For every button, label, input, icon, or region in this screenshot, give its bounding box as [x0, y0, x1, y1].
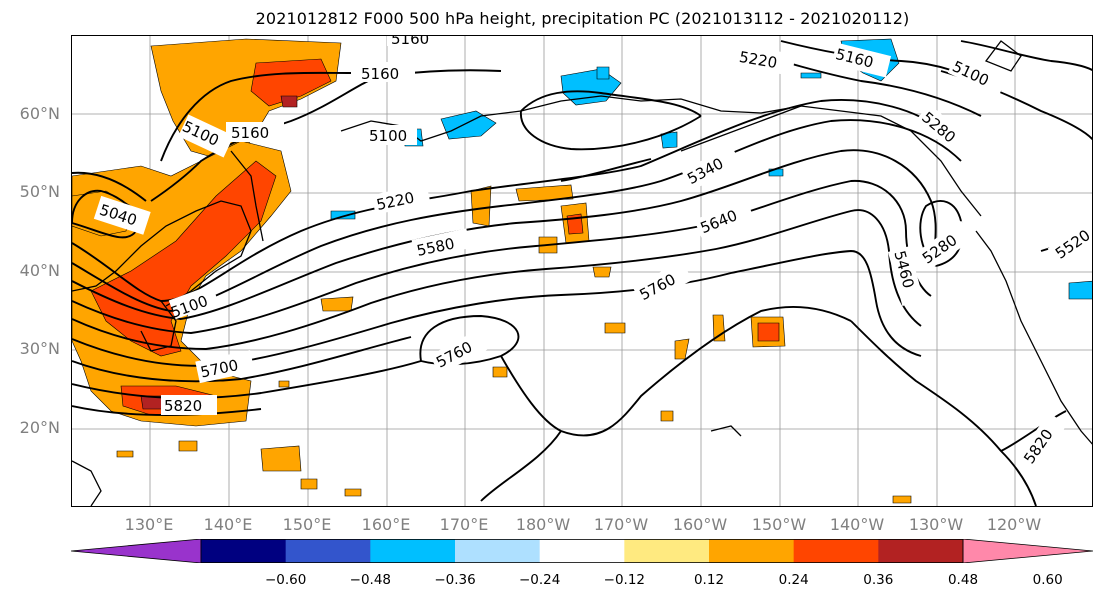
colorbar-outline: [200, 539, 964, 563]
lon-label-170w: 170°W: [593, 515, 649, 534]
coastlines: [72, 40, 1092, 506]
colorbar-cell: [709, 539, 795, 563]
colorbar-cell: [539, 539, 625, 563]
colorbar-tick-label: −0.60: [264, 572, 307, 588]
lon-label-150e: 150°E: [282, 515, 332, 534]
colorbar-cell: [878, 539, 964, 563]
map-panel: 5160 5100 5160 5040 5220 5580 5100 5220 …: [71, 35, 1093, 507]
lon-label-120w: 120°W: [986, 515, 1042, 534]
lat-label-20n: 20°N: [19, 418, 60, 437]
colorbar-cell: [455, 539, 541, 563]
precip-region-siberia-core: [250, 58, 332, 107]
contour-label-5220-a: 5220: [375, 188, 416, 214]
contour-label-5160-top: 5160: [391, 36, 429, 48]
contour-label-5820-a: 5820: [164, 397, 202, 415]
lon-label-150w: 150°W: [751, 515, 807, 534]
colorbar-tick-label: 0.36: [863, 572, 894, 588]
colorbar-cell: [201, 539, 287, 563]
lat-label-30n: 30°N: [19, 339, 60, 358]
colorbar-tick-label: −0.12: [603, 572, 646, 588]
colorbar-tick-label: 0.12: [693, 572, 725, 588]
lon-label-160e: 160°E: [361, 515, 411, 534]
colorbar-cell: [793, 539, 879, 563]
contour-label-5160-b: 5160: [231, 124, 269, 142]
lon-label-160w: 160°W: [672, 515, 728, 534]
colorbar-tick-label: 0.24: [778, 572, 809, 588]
colorbar-cell: [285, 539, 371, 563]
precip-region-east-asia-core: [90, 160, 277, 357]
colorbar-extend-high: [962, 539, 1093, 563]
contour-label-5100-b: 5100: [369, 127, 407, 145]
lat-label-40n: 40°N: [19, 261, 60, 280]
colorbar: [71, 539, 1093, 563]
lon-label-130e: 130°E: [124, 515, 174, 534]
lon-label-180w: 180°W: [515, 515, 571, 534]
lon-label-130w: 130°W: [908, 515, 964, 534]
lat-label-60n: 60°N: [19, 104, 60, 123]
lon-label-140w: 140°W: [829, 515, 885, 534]
lon-label-140e: 140°E: [203, 515, 253, 534]
colorbar-tick-label: 0.48: [947, 572, 979, 588]
colorbar-tick-label: −0.24: [518, 572, 561, 588]
chart-title: 2021012812 F000 500 hPa height, precipit…: [255, 9, 910, 28]
map-canvas: 5160 5100 5160 5040 5220 5580 5100 5220 …: [72, 36, 1092, 506]
lon-label-170e: 170°E: [439, 515, 489, 534]
colorbar-tick-label: 0.60: [1032, 572, 1063, 588]
colorbar-cell: [624, 539, 710, 563]
graticule: [72, 36, 1092, 506]
colorbar-cell: [370, 539, 456, 563]
lat-label-50n: 50°N: [19, 182, 60, 201]
contour-label-5160-a: 5160: [361, 65, 399, 83]
colorbar-extend-low: [71, 539, 202, 563]
colorbar-tick-label: −0.36: [434, 572, 476, 588]
colorbar-tick-label: −0.48: [349, 572, 392, 588]
